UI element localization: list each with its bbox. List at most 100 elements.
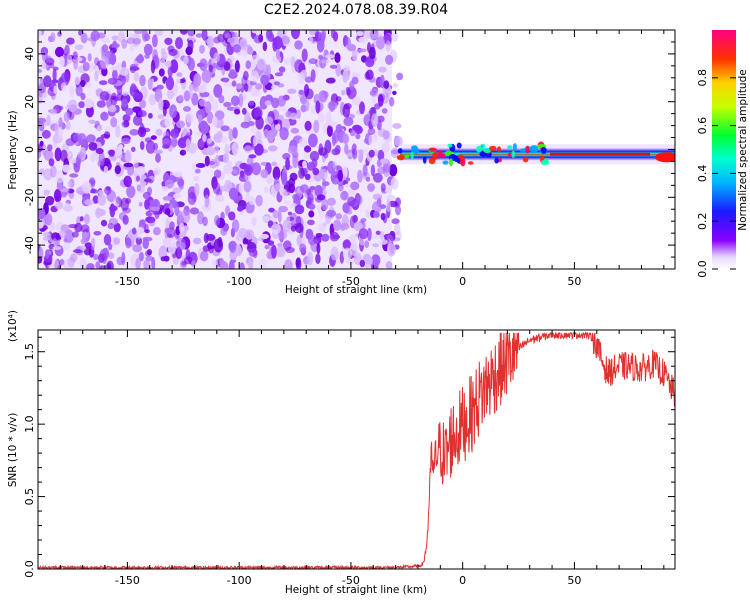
noise-blob [179, 30, 188, 35]
signal-blob [489, 145, 497, 152]
noise-blob [139, 74, 146, 87]
x-tick-label: -100 [227, 275, 252, 288]
noise-blob [347, 196, 356, 207]
noise-blob [60, 72, 70, 86]
noise-blob [285, 157, 290, 171]
noise-blob [38, 117, 47, 123]
noise-blob [69, 173, 79, 178]
noise-blob [369, 46, 376, 60]
noise-blob [132, 38, 141, 45]
noise-blob [179, 222, 185, 234]
noise-blob [308, 133, 318, 148]
noise-blob [372, 193, 383, 200]
noise-blob [380, 183, 386, 192]
noise-blob [255, 194, 263, 207]
noise-blob [389, 96, 395, 107]
noise-blob [220, 226, 228, 236]
noise-blob [194, 183, 200, 197]
noise-blob [63, 48, 68, 54]
noise-blob [278, 66, 286, 73]
noise-blob [270, 223, 281, 235]
y-tick-label: 1.5 [23, 343, 36, 361]
noise-blob [101, 37, 110, 44]
noise-blob [243, 83, 249, 92]
noise-blob [212, 62, 219, 69]
noise-blob [222, 152, 229, 164]
noise-blob [271, 85, 276, 90]
noise-blob [104, 186, 112, 195]
noise-blob [372, 243, 380, 248]
noise-blob [250, 126, 258, 134]
noise-blob [175, 37, 183, 49]
noise-blob [55, 170, 64, 184]
noise-blob [231, 80, 237, 87]
noise-blob [278, 229, 288, 240]
noise-blob [185, 46, 193, 56]
noise-blob [213, 132, 224, 143]
noise-blob [260, 74, 269, 86]
noise-blob [318, 147, 328, 157]
noise-blob [214, 110, 225, 120]
noise-blob [342, 133, 350, 145]
noise-blob [267, 129, 275, 144]
noise-blob [70, 253, 78, 262]
y-tick-label: -40 [23, 236, 36, 254]
noise-blob [116, 256, 124, 266]
noise-blob [262, 41, 268, 52]
noise-blob [82, 61, 90, 72]
noise-blob [208, 243, 215, 254]
noise-blob [239, 262, 245, 269]
noise-blob [133, 92, 143, 99]
noise-blob [197, 109, 205, 116]
signal-blob [396, 154, 405, 161]
signal-blob [432, 152, 439, 160]
signal-blob [428, 147, 437, 152]
noise-blob [44, 249, 50, 259]
noise-blob [232, 127, 238, 139]
noise-blob [64, 202, 70, 208]
signal-blob [445, 150, 454, 156]
noise-blob [187, 186, 197, 199]
noise-blob [274, 183, 281, 191]
noise-blob [365, 176, 371, 182]
noise-blob [155, 128, 163, 136]
noise-blob [137, 227, 145, 234]
noise-blob [93, 231, 102, 236]
noise-blob [65, 138, 75, 147]
noise-blob [271, 161, 278, 167]
noise-blob [308, 210, 315, 218]
noise-blob [200, 250, 209, 262]
noise-blob [187, 30, 196, 37]
noise-blob [79, 216, 84, 222]
noise-blob [304, 76, 313, 83]
noise-blob [385, 54, 394, 65]
noise-blob [256, 58, 266, 71]
signal-blob [529, 145, 539, 153]
noise-blob [213, 36, 221, 44]
noise-blob [94, 70, 99, 82]
noise-blob [233, 169, 238, 174]
noise-blob [260, 169, 269, 179]
noise-blob [67, 180, 73, 188]
noise-blob [138, 201, 143, 207]
noise-blob [133, 72, 140, 82]
y-tick-label: -20 [23, 188, 36, 206]
noise-blob [243, 180, 252, 193]
signal-blob [511, 150, 516, 158]
noise-blob [273, 119, 279, 125]
noise-blob [155, 153, 161, 163]
noise-blob [392, 90, 397, 95]
noise-blob [254, 143, 264, 156]
signal-blob [540, 147, 547, 154]
noise-blob [177, 137, 188, 149]
noise-blob [329, 64, 338, 69]
noise-blob [308, 35, 313, 44]
noise-blob [107, 77, 118, 85]
noise-blob [342, 65, 351, 72]
noise-blob [153, 149, 163, 155]
noise-blob [38, 121, 45, 132]
noise-blob [380, 212, 386, 221]
noise-blob [267, 179, 272, 185]
noise-blob [129, 66, 140, 71]
noise-blob [51, 79, 59, 84]
